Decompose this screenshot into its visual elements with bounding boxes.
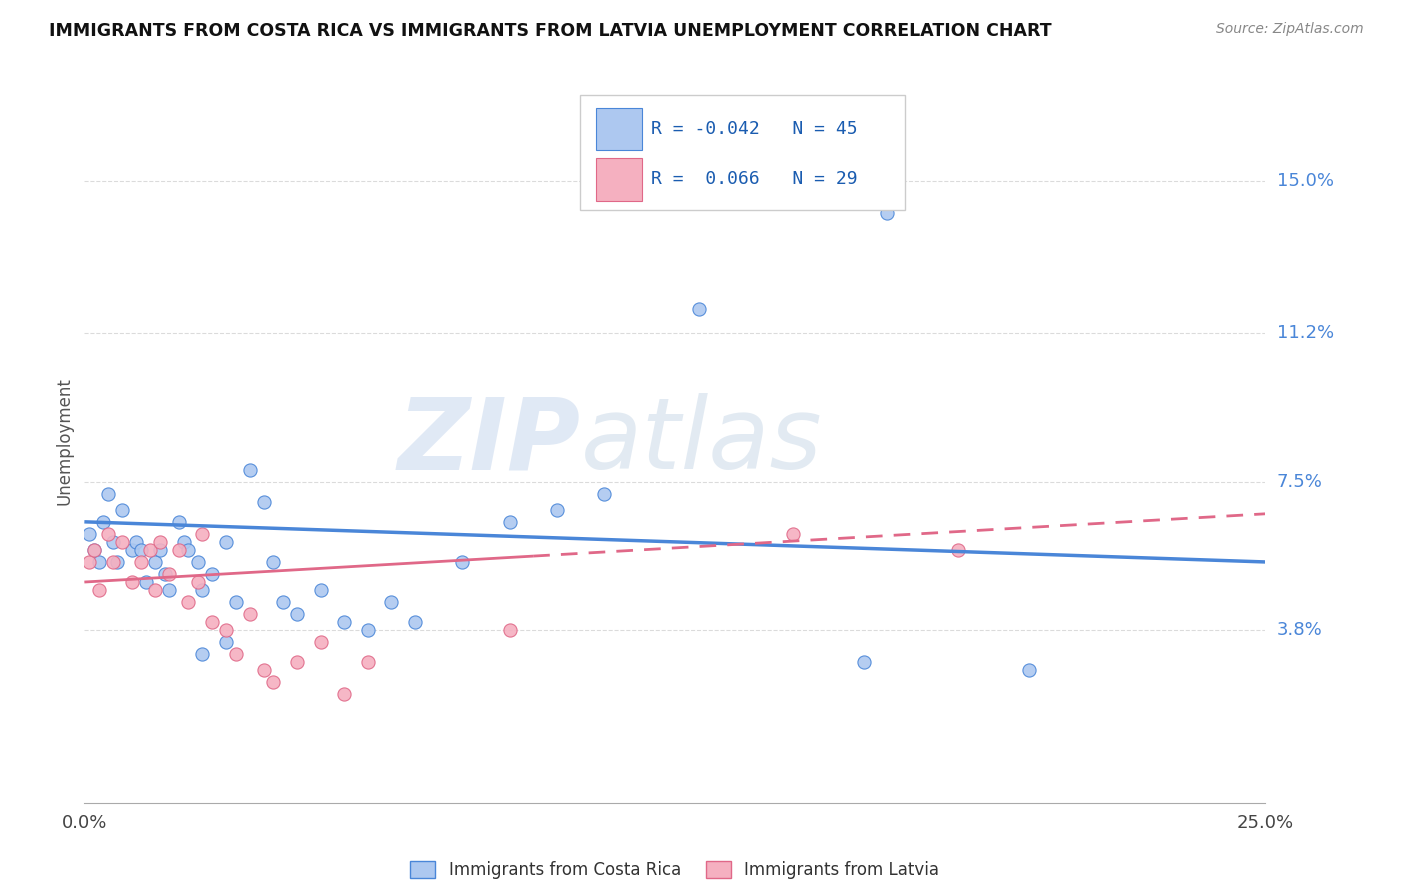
Point bbox=[111, 502, 134, 516]
Point bbox=[498, 623, 520, 637]
Point bbox=[87, 555, 110, 569]
Point bbox=[187, 555, 209, 569]
Point bbox=[262, 675, 284, 690]
Point bbox=[177, 542, 200, 557]
Text: 15.0%: 15.0% bbox=[1277, 171, 1333, 190]
Point bbox=[121, 542, 143, 557]
Point bbox=[948, 542, 970, 557]
Point bbox=[167, 515, 190, 529]
Point bbox=[187, 574, 209, 589]
Point bbox=[225, 648, 247, 662]
Point bbox=[143, 583, 166, 598]
Point bbox=[191, 526, 214, 541]
Point bbox=[83, 542, 105, 557]
FancyBboxPatch shape bbox=[596, 158, 641, 201]
Point bbox=[129, 542, 152, 557]
Point bbox=[215, 534, 238, 549]
Point bbox=[157, 567, 180, 582]
Point bbox=[498, 515, 520, 529]
Point bbox=[149, 542, 172, 557]
Point bbox=[546, 502, 568, 516]
Point bbox=[191, 648, 214, 662]
Point bbox=[253, 664, 276, 678]
Point bbox=[333, 615, 356, 630]
Point bbox=[83, 542, 105, 557]
Point bbox=[77, 555, 100, 569]
Point bbox=[87, 583, 110, 598]
Point bbox=[157, 583, 180, 598]
Point bbox=[309, 635, 332, 649]
Point bbox=[285, 607, 308, 621]
Text: R = -0.042   N = 45: R = -0.042 N = 45 bbox=[651, 120, 858, 137]
Point bbox=[852, 655, 875, 669]
FancyBboxPatch shape bbox=[596, 108, 641, 151]
Point bbox=[225, 595, 247, 609]
Point bbox=[111, 534, 134, 549]
Point bbox=[201, 567, 224, 582]
Point bbox=[173, 534, 195, 549]
Point bbox=[593, 487, 616, 501]
Text: 3.8%: 3.8% bbox=[1277, 621, 1322, 640]
Point bbox=[167, 542, 190, 557]
Text: R =  0.066   N = 29: R = 0.066 N = 29 bbox=[651, 170, 858, 188]
Point bbox=[121, 574, 143, 589]
Point bbox=[215, 635, 238, 649]
Point bbox=[97, 526, 120, 541]
Legend: Immigrants from Costa Rica, Immigrants from Latvia: Immigrants from Costa Rica, Immigrants f… bbox=[404, 855, 946, 886]
Point bbox=[309, 583, 332, 598]
Point bbox=[149, 534, 172, 549]
Point bbox=[782, 182, 804, 196]
Point bbox=[262, 555, 284, 569]
Point bbox=[177, 595, 200, 609]
Point bbox=[1018, 664, 1040, 678]
Text: 7.5%: 7.5% bbox=[1277, 473, 1323, 491]
Point bbox=[333, 687, 356, 701]
Text: atlas: atlas bbox=[581, 393, 823, 490]
Point bbox=[357, 623, 380, 637]
Point bbox=[201, 615, 224, 630]
Point bbox=[129, 555, 152, 569]
Point bbox=[688, 301, 710, 317]
Point bbox=[91, 515, 114, 529]
Point bbox=[271, 595, 294, 609]
Text: ZIP: ZIP bbox=[398, 393, 581, 490]
Point bbox=[101, 534, 124, 549]
Point bbox=[153, 567, 176, 582]
Point bbox=[191, 583, 214, 598]
Point bbox=[239, 462, 262, 476]
Bar bbox=[581, 95, 905, 211]
Point bbox=[215, 623, 238, 637]
Point bbox=[143, 555, 166, 569]
Text: 11.2%: 11.2% bbox=[1277, 324, 1334, 343]
Text: Source: ZipAtlas.com: Source: ZipAtlas.com bbox=[1216, 22, 1364, 37]
Point bbox=[107, 555, 129, 569]
Point bbox=[239, 607, 262, 621]
Point bbox=[380, 595, 402, 609]
Point bbox=[125, 534, 148, 549]
Point bbox=[77, 526, 100, 541]
Point bbox=[253, 494, 276, 508]
Point bbox=[97, 487, 120, 501]
Point bbox=[451, 555, 474, 569]
Point bbox=[101, 555, 124, 569]
Point bbox=[139, 542, 162, 557]
Point bbox=[357, 655, 380, 669]
Text: IMMIGRANTS FROM COSTA RICA VS IMMIGRANTS FROM LATVIA UNEMPLOYMENT CORRELATION CH: IMMIGRANTS FROM COSTA RICA VS IMMIGRANTS… bbox=[49, 22, 1052, 40]
Point bbox=[285, 655, 308, 669]
Y-axis label: Unemployment: Unemployment bbox=[55, 377, 73, 506]
Point bbox=[404, 615, 426, 630]
Point bbox=[876, 205, 898, 219]
Point bbox=[782, 526, 804, 541]
Point bbox=[135, 574, 157, 589]
